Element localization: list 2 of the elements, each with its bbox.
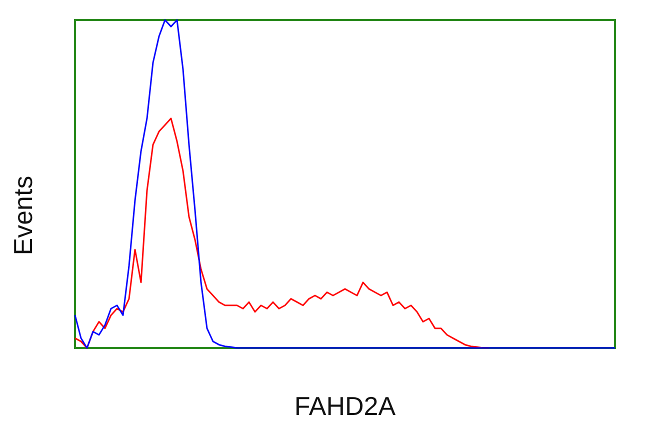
x-axis-title: FAHD2A <box>294 391 396 421</box>
y-axis-title: Events <box>8 176 38 256</box>
